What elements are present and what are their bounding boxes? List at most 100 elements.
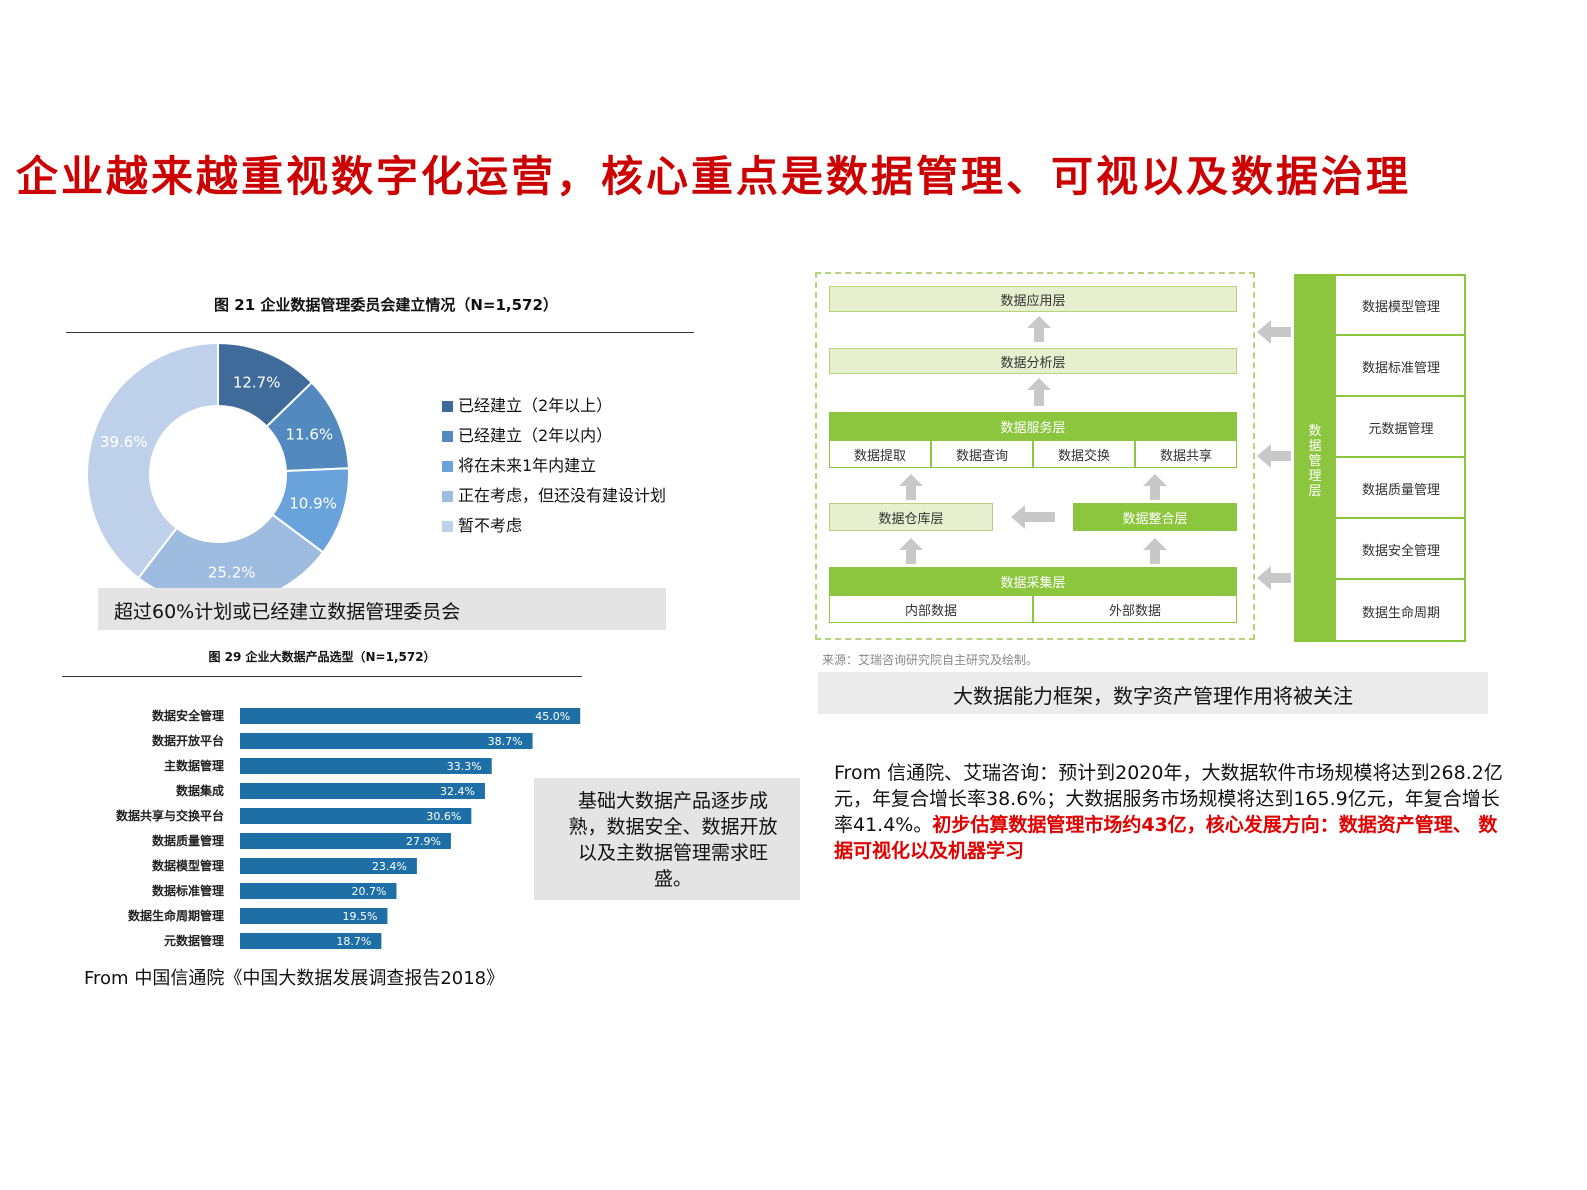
mgmt-item: 数据模型管理	[1336, 276, 1466, 336]
legend-label: 已经建立（2年以上）	[458, 396, 613, 415]
service-item: 数据共享	[1135, 440, 1237, 468]
mgmt-layer-bar: 数据管理层	[1294, 274, 1336, 642]
service-item: 数据交换	[1033, 440, 1135, 468]
bar	[240, 708, 581, 724]
bar-value-label: 18.7%	[336, 935, 371, 948]
bar-callout: 基础大数据产品逐步成熟，数据安全、数据开放以及主数据管理需求旺盛。	[534, 778, 800, 900]
left-arrow-icon	[1257, 444, 1291, 468]
bar-category-label: 数据安全管理	[152, 708, 224, 723]
mgmt-item: 数据生命周期	[1361, 605, 1440, 621]
bar-category-label: 数据模型管理	[152, 858, 224, 873]
bar-value-label: 33.3%	[447, 760, 482, 773]
bar-category-label: 数据生命周期管理	[128, 908, 224, 923]
legend-swatch	[442, 521, 453, 532]
mgmt-item: 数据质量管理	[1336, 459, 1466, 519]
bar	[240, 733, 533, 749]
analysis-layer: 数据分析层	[829, 348, 1237, 374]
framework-frame	[815, 272, 1255, 640]
bar	[240, 883, 397, 899]
donut-callout-text: 超过60%计划或已经建立数据管理委员会	[114, 601, 461, 623]
mgmt-items: 数据模型管理 数据标准管理 元数据管理 数据质量管理 数据安全管理 数据生命周期	[1336, 274, 1466, 642]
bar-callout-text: 基础大数据产品逐步成熟，数据安全、数据开放以及主数据管理需求旺盛。	[568, 790, 778, 890]
framework-caption-box: 大数据能力框架，数字资产管理作用将被关注	[818, 672, 1488, 714]
bar	[240, 933, 382, 949]
legend-item: 已经建立（2年以内）	[442, 422, 612, 446]
legend-label: 将在未来1年内建立	[458, 456, 597, 475]
bar-title-rule	[62, 676, 582, 677]
mgmt-item: 元数据管理	[1336, 398, 1466, 458]
bar-value-label: 27.9%	[406, 835, 441, 848]
bar-category-label: 数据开放平台	[152, 733, 224, 748]
bar-category-label: 数据标准管理	[152, 883, 224, 898]
title-rule	[66, 332, 694, 333]
service-layer: 数据服务层	[829, 412, 1237, 440]
up-arrow-icon	[1027, 378, 1051, 406]
bar-source: From 中国信通院《中国大数据发展调查报告2018》	[84, 968, 505, 989]
legend-swatch	[442, 491, 453, 502]
mgmt-item: 数据标准管理	[1336, 337, 1466, 397]
app-layer: 数据应用层	[829, 286, 1237, 312]
mgmt-layer-label: 数据管理层	[1308, 424, 1322, 499]
up-arrow-icon	[1143, 474, 1167, 500]
framework-arrows	[899, 316, 1291, 590]
framework-caption: 大数据能力框架，数字资产管理作用将被关注	[953, 684, 1353, 708]
bar-category-label: 主数据管理	[164, 758, 224, 773]
donut-callout: 超过60%计划或已经建立数据管理委员会	[98, 588, 666, 630]
legend-swatch	[442, 431, 453, 442]
warehouse-layer: 数据仓库层	[829, 503, 993, 531]
donut-value-label: 12.7%	[233, 373, 281, 391]
donut-value-label: 25.2%	[208, 564, 256, 582]
bar-value-label: 23.4%	[372, 860, 407, 873]
bar-category-label: 数据集成	[176, 783, 224, 798]
bar-value-label: 38.7%	[488, 735, 523, 748]
bar-value-label: 45.0%	[535, 710, 570, 723]
up-arrow-icon	[899, 538, 923, 564]
donut-legend: 已经建立（2年以上） 已经建立（2年以内） 将在未来1年内建立正在考虑，但还没有建设…	[442, 282, 712, 594]
integration-layer: 数据整合层	[1073, 503, 1237, 531]
legend-item: 正在考虑，但还没有建设计划	[442, 482, 666, 506]
left-arrow-icon	[1011, 505, 1055, 529]
up-arrow-icon	[1027, 316, 1051, 342]
bar-category-label: 元数据管理	[164, 933, 224, 948]
bar-category-label: 数据质量管理	[152, 833, 224, 848]
bar-value-label: 32.4%	[440, 785, 475, 798]
donut-value-label: 11.6%	[285, 425, 333, 443]
bar	[240, 833, 451, 849]
bar-value-label: 19.5%	[342, 910, 377, 923]
left-arrow-icon	[1257, 566, 1291, 590]
collection-item: 内部数据	[829, 595, 1033, 623]
framework-source: 来源：艾瑞咨询研究院自主研究及绘制。	[822, 653, 1039, 667]
bar-chart: 数据安全管理 45.0% 数据开放平台 38.7% 主数据管理 33.3% 数据集成 32.4…	[116, 708, 581, 949]
collection-layer: 数据采集层	[829, 567, 1237, 595]
legend-item: 已经建立（2年以上）	[442, 392, 612, 416]
donut-chart-panel: 图 21 企业数据管理委员会建立情况（N=1,572） 12.7% 11.6% 10…	[66, 282, 706, 594]
donut-value-label: 39.6%	[100, 433, 148, 451]
bar-value-label: 30.6%	[426, 810, 461, 823]
left-arrow-icon	[1257, 320, 1291, 344]
collection-item: 外部数据	[1033, 595, 1237, 623]
legend-label: 暂不考虑	[458, 516, 523, 535]
bar	[240, 758, 492, 774]
up-arrow-icon	[1143, 538, 1167, 564]
legend-label: 正在考虑，但还没有建设计划	[458, 486, 667, 505]
legend-swatch	[442, 401, 453, 412]
up-arrow-icon	[899, 474, 923, 500]
bar-value-label: 20.7%	[352, 885, 387, 898]
legend-swatch	[442, 461, 453, 472]
market-paragraph: From 信通院、艾瑞咨询：预计到2020年，大数据软件市场规模将达到268.2…	[834, 760, 1514, 864]
donut-slice	[86, 342, 219, 580]
donut-value-label: 10.9%	[289, 494, 337, 512]
market-highlight: 初步估算数据管理市场约43亿，核心发展方向：数据资产管理、 数据可视化以及机器学…	[834, 814, 1498, 862]
bar-category-label: 数据共享与交换平台	[116, 808, 224, 823]
legend-item: 将在未来1年内建立	[442, 452, 596, 476]
legend-item: 暂不考虑	[442, 512, 522, 536]
bar-chart-title: 图 29 企业大数据产品选型（N=1,572）	[208, 650, 436, 664]
bar	[240, 908, 388, 924]
service-item: 数据查询	[931, 440, 1033, 468]
service-item: 数据提取	[829, 440, 931, 468]
donut-chart: 12.7% 11.6% 10.9% 25.2% 39.6%	[86, 342, 350, 592]
bar	[240, 858, 417, 874]
page-title: 企业越来越重视数字化运营，核心重点是数据管理、可视以及数据治理	[16, 152, 1412, 201]
donut-chart-title: 图 21 企业数据管理委员会建立情况（N=1,572）	[214, 296, 558, 314]
bar	[240, 808, 472, 824]
